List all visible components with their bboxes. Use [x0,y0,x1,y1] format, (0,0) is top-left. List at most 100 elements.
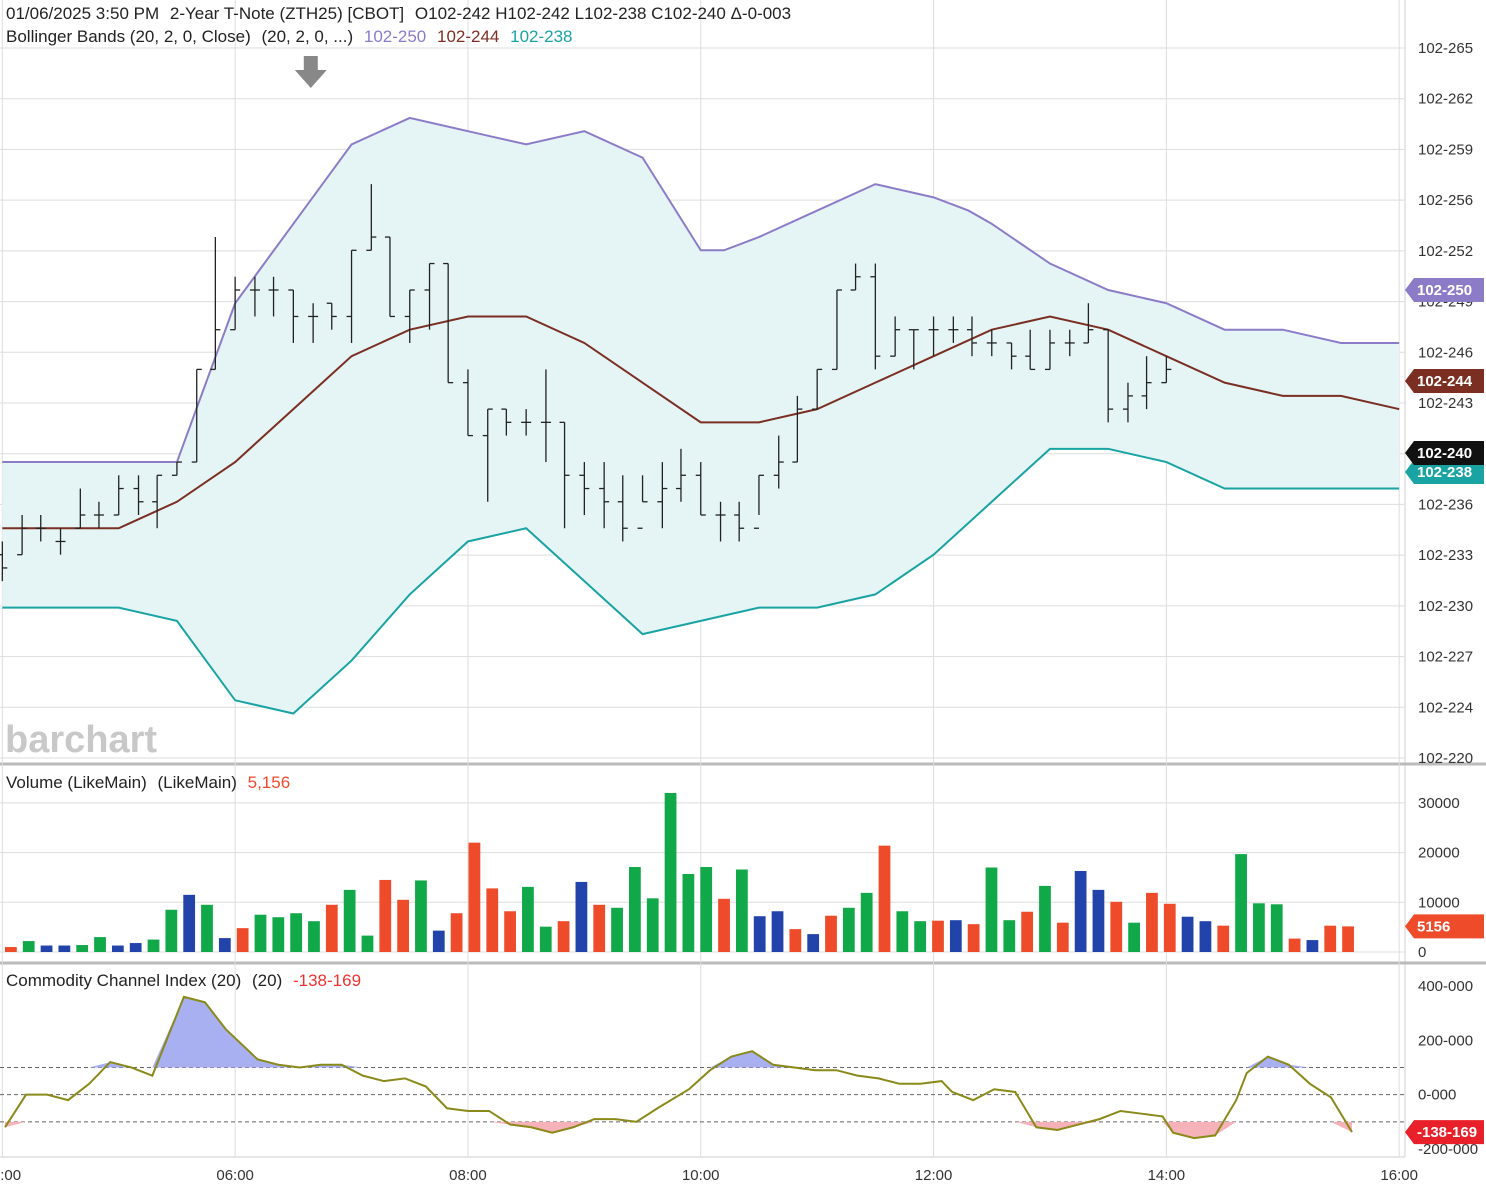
cci-tick-label: 200-000 [1418,1032,1473,1049]
ohlc-bar [326,302,337,330]
ohlc-bar [1122,382,1133,423]
volume-bar [1306,940,1319,952]
volume-bar [58,945,71,952]
volume-bar [415,880,427,952]
ohlc-bar [559,421,570,529]
bollinger-lower-line [2,447,1400,715]
cci-tick-label: 0-000 [1418,1087,1456,1104]
ohlc-bar [268,276,279,317]
y-tick-label: 102-236 [1418,496,1473,513]
volume-bar [664,792,677,952]
ohlc-bar [191,368,202,463]
y-tick-label: 102-233 [1418,547,1473,564]
volume-bar [1146,892,1158,952]
upper-band-label-bg [1405,278,1484,302]
ohlc-bar [657,462,668,529]
ohlc-bar [1064,329,1075,357]
ohlc-bar [675,448,686,502]
volume-bar [593,904,606,952]
ohlc-bar [288,289,299,343]
volume-bar [272,917,285,952]
y-tick-label: 102-262 [1418,91,1473,108]
volume-bar [949,920,962,952]
volume-bar [611,907,623,952]
volume-bar [129,943,142,952]
ohlc-bar [599,462,610,529]
cci-title[interactable]: Commodity Channel Index (20) [6,971,242,990]
ohlc-bar [1025,329,1036,371]
volume-bar [76,945,89,952]
middle-band-label: 102-244 [1417,373,1473,390]
cci-header: Commodity Channel Index (20) (20) -138-1… [6,971,367,991]
volume-bar [789,929,802,952]
volume-tick-label: 0 [1418,944,1426,961]
volume-bar [165,909,178,952]
ohlc-bar [1006,342,1017,370]
volume-title[interactable]: Volume (LikeMain) [6,773,147,792]
volume-bar [753,916,766,952]
ohlc-bar [384,236,395,318]
ohlc-bar [482,408,493,502]
bollinger-middle-value: 102-244 [437,27,500,46]
cci-tick-label: 400-000 [1418,978,1473,995]
ohlc-bar [792,395,803,463]
volume-bar [504,911,516,952]
volume-bar [1003,920,1016,952]
down-arrow-icon [294,56,327,88]
ohlc-bar [133,475,144,515]
ohlc-bar [850,263,861,291]
volume-bar [646,898,659,952]
volume-bar [807,934,820,952]
volume-bar [1021,911,1034,952]
volume-bar [1253,903,1265,952]
bollinger-indicator-label[interactable]: Bollinger Bands (20, 2, 0, Close) [6,27,251,46]
volume-bar [254,914,267,952]
volume-bar [1342,926,1354,952]
cci-last-label-bg [1405,1120,1484,1145]
ohlc-bar [346,249,357,343]
lower-band-label-bg [1405,460,1484,484]
volume-bar [183,894,196,952]
ohlc-bar [501,408,512,436]
volume-header: Volume (LikeMain) (LikeMain) 5,156 [6,773,296,793]
ohlc-bar [1141,356,1152,410]
y-tick-label: 102-243 [1418,395,1473,412]
ohlc-bar [152,474,163,529]
volume-bar [325,904,338,952]
volume-bar [1217,925,1230,952]
ohlc-bar [812,368,823,410]
ohlc-bar [773,435,784,489]
volume-bar [1092,889,1105,952]
volume-last-value: 5,156 [247,773,291,792]
ohlc-bar [617,475,628,542]
volume-bar [718,898,730,952]
ohlc-bar [521,409,532,436]
x-tick-label: 10:00 [682,1167,720,1184]
ohlc-bar [928,316,939,357]
volume-bar [468,842,481,952]
cci-overbought-fill [5,996,1352,1068]
header-symbol[interactable]: 2-Year T-Note (ZTH25) [CBOT] [169,4,405,23]
ohlc-bar [753,474,764,529]
ohlc-bar [1103,329,1114,423]
ohlc-bar [637,475,648,529]
ohlc-bar [0,541,8,582]
volume-bar [985,867,998,952]
ohlc-bar [715,501,726,542]
ohlc-bar [308,303,319,343]
y-tick-label: 102-256 [1418,192,1473,209]
volume-bar [40,945,53,952]
ohlc-bar [734,501,745,542]
volume-bar [1039,885,1051,952]
volume-bar [290,913,303,952]
middle-band-label-bg [1405,369,1484,393]
x-tick-label: 06:00 [216,1167,254,1184]
volume-bar [700,867,713,952]
ohlc-bar [462,369,473,437]
volume-bar [860,892,873,952]
volume-bar [361,935,374,952]
x-tick-label: 04:00 [0,1167,21,1184]
ohlc-bar [404,289,415,343]
ohlc-bar [579,462,590,515]
volume-bar [1288,938,1301,952]
